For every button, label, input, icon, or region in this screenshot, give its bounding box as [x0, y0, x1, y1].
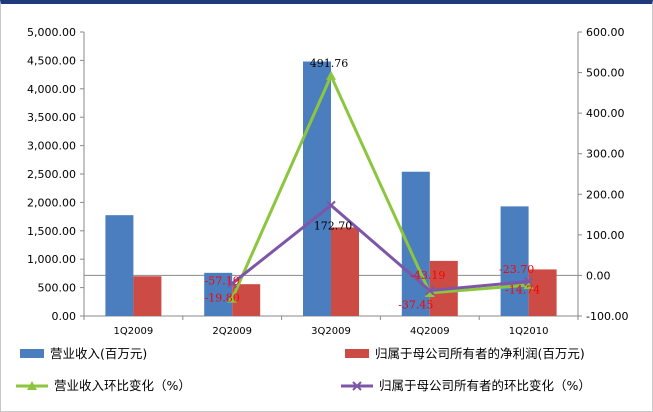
legend-label: 归属于母公司所有者的净利润(百万元) [375, 346, 585, 361]
x-marker [425, 285, 435, 296]
right-tick-label: 300.00 [586, 148, 625, 161]
legend-x-marker [352, 381, 362, 391]
bar [105, 215, 134, 316]
legend-label: 归属于母公司所有者的环比变化（%） [379, 378, 591, 393]
right-tick-label: -100.00 [586, 310, 628, 323]
x-tick-label: 1Q2010 [509, 326, 549, 337]
left-tick-label: 1,000.00 [27, 253, 76, 266]
x-tick-label: 3Q2009 [311, 326, 351, 337]
legend-label: 营业收入环比变化（%） [54, 378, 191, 393]
data-label: -37.45 [398, 299, 433, 312]
x-tick-label: 2Q2009 [212, 326, 252, 337]
left-tick-label: 0.00 [52, 310, 77, 323]
left-tick-label: 3,500.00 [27, 111, 76, 124]
x-marker [227, 278, 237, 289]
triangle-marker [227, 293, 238, 303]
data-label: -23.70 [499, 263, 534, 276]
x-tick-label: 1Q2009 [114, 326, 154, 337]
right-tick-label: 200.00 [586, 188, 625, 201]
legend-triangle-marker [27, 381, 37, 390]
left-tick-label: 3,000.00 [27, 140, 76, 153]
right-tick-label: 100.00 [586, 229, 625, 242]
bar [133, 276, 162, 316]
series-line [231, 203, 529, 293]
legend-swatch [20, 349, 44, 358]
bar [528, 269, 557, 316]
right-tick-label: 500.00 [586, 67, 625, 80]
bar [204, 272, 233, 316]
left-tick-label: 500.00 [38, 282, 77, 295]
left-tick-label: 1,500.00 [27, 225, 76, 238]
legend-label: 营业收入(百万元) [50, 346, 147, 361]
data-label: -19.80 [205, 291, 240, 304]
left-tick-label: 2,000.00 [27, 196, 76, 209]
left-tick-label: 2,500.00 [27, 168, 76, 181]
left-tick-label: 4,000.00 [27, 83, 76, 96]
x-marker [326, 200, 336, 211]
x-marker [523, 276, 534, 287]
right-tick-label: 400.00 [586, 107, 625, 120]
triangle-marker [424, 287, 435, 297]
data-label: -43.19 [410, 269, 445, 282]
bar [500, 206, 529, 316]
data-label: -57.19 [205, 275, 240, 288]
triangle-marker [523, 280, 534, 290]
triangle-marker [326, 70, 336, 80]
right-tick-label: 0.00 [586, 269, 611, 282]
series-line [230, 72, 529, 300]
left-tick-label: 5,000.00 [27, 26, 76, 39]
right-tick-label: 600.00 [586, 26, 625, 39]
data-label: 491.76 [310, 57, 349, 70]
data-label: 172.70 [314, 219, 353, 232]
bar [331, 227, 359, 316]
data-label: -14.74 [505, 283, 540, 296]
bar [303, 61, 331, 317]
left-tick-label: 4,500.00 [27, 54, 76, 67]
x-tick-label: 4Q2009 [410, 326, 450, 337]
legend-swatch [345, 349, 369, 358]
